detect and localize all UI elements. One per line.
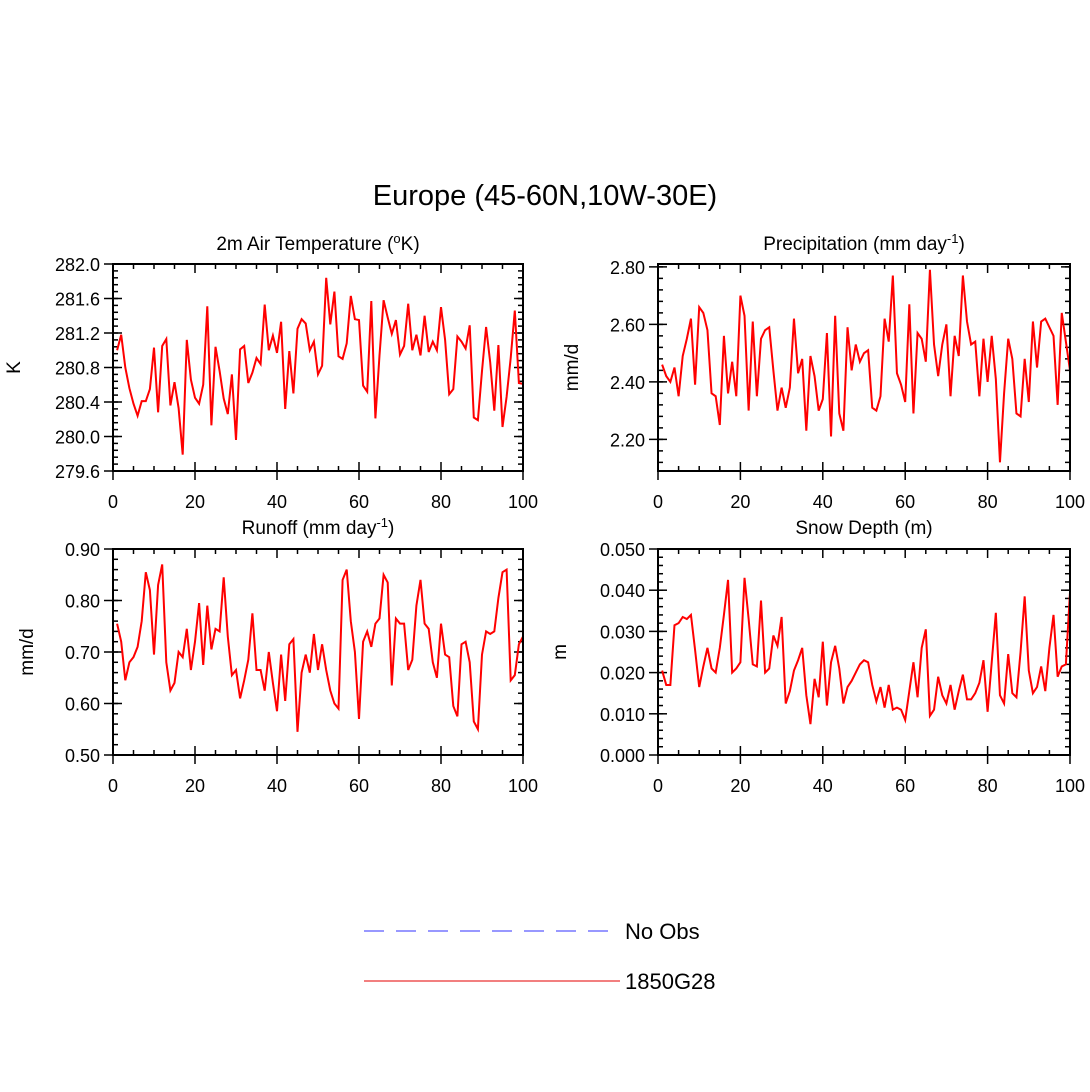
panel-air-temperature: 2m Air Temperature (oK) K 0 20 40 60 80 100 279.… bbox=[4, 231, 538, 512]
x-tick-label: 60 bbox=[895, 492, 915, 512]
x-tick-label: 0 bbox=[653, 492, 663, 512]
panels: 2m Air Temperature (oK) K 0 20 40 60 80 100 279.… bbox=[4, 231, 1085, 796]
panel-title-air-temperature: 2m Air Temperature (oK) bbox=[216, 231, 419, 255]
x-tick-label: 60 bbox=[349, 492, 369, 512]
y-tick-label: 279.6 bbox=[55, 462, 100, 482]
x-tick-label: 40 bbox=[813, 492, 833, 512]
panel-title-superscript: -1 bbox=[947, 231, 959, 246]
plot-frame-air-temperature bbox=[112, 263, 524, 472]
y-tick-label: 0.030 bbox=[600, 622, 645, 642]
y-tick-label: 2.60 bbox=[610, 315, 645, 335]
y-tick-label: 0.050 bbox=[600, 540, 645, 560]
x-tick-label: 40 bbox=[813, 776, 833, 796]
panel-title-superscript: o bbox=[393, 231, 400, 246]
y-axis-label-air-temperature: K bbox=[4, 361, 25, 374]
y-tick-label: 281.2 bbox=[55, 324, 100, 344]
y-tick-label: 281.6 bbox=[55, 290, 100, 310]
legend: No Obs 1850G28 bbox=[364, 919, 716, 994]
y-tick-label: 2.80 bbox=[610, 258, 645, 278]
x-tick-label: 100 bbox=[1055, 492, 1085, 512]
x-tick-label: 80 bbox=[431, 492, 451, 512]
x-tick-label: 60 bbox=[349, 776, 369, 796]
plot-frame-runoff bbox=[112, 548, 524, 756]
y-tick-label: 0.80 bbox=[65, 592, 100, 612]
y-tick-label: 0.000 bbox=[600, 746, 645, 766]
x-tick-label: 20 bbox=[730, 776, 750, 796]
panel-title-text: Precipitation (mm day bbox=[763, 234, 947, 255]
panel-title-tail: ) bbox=[388, 518, 394, 539]
x-tick-label: 80 bbox=[978, 492, 998, 512]
panel-title-text: Runoff (mm day bbox=[242, 518, 377, 539]
y-tick-label: 0.50 bbox=[65, 746, 100, 766]
panel-title-tail: K) bbox=[401, 234, 420, 255]
series-line-snow-depth bbox=[661, 577, 1070, 725]
x-tick-label: 80 bbox=[431, 776, 451, 796]
y-tick-label: 0.90 bbox=[65, 540, 100, 560]
y-tick-label: 0.040 bbox=[600, 581, 645, 601]
panel-title-tail: ) bbox=[958, 234, 964, 255]
x-tick-label: 20 bbox=[185, 776, 205, 796]
x-tick-label: 20 bbox=[730, 492, 750, 512]
y-tick-label: 282.0 bbox=[55, 255, 100, 275]
y-tick-label: 0.70 bbox=[65, 643, 100, 663]
legend-no-obs-label: No Obs bbox=[625, 919, 700, 944]
y-tick-label: 0.60 bbox=[65, 695, 100, 715]
x-tick-label: 0 bbox=[108, 492, 118, 512]
panel-title-text: 2m Air Temperature ( bbox=[216, 234, 394, 255]
panel-title-snow-depth: Snow Depth (m) bbox=[795, 518, 932, 539]
x-tick-label: 80 bbox=[978, 776, 998, 796]
y-axis-label-precipitation: mm/d bbox=[562, 344, 583, 392]
y-axis-label-runoff: mm/d bbox=[17, 628, 38, 676]
x-tick-label: 0 bbox=[108, 776, 118, 796]
y-tick-label: 2.40 bbox=[610, 373, 645, 393]
plot-frame-precipitation bbox=[657, 263, 1071, 472]
legend-1850g28-label: 1850G28 bbox=[625, 969, 716, 994]
panel-title-text: Snow Depth (m) bbox=[795, 518, 932, 539]
figure-title: Europe (45-60N,10W-30E) bbox=[373, 180, 717, 212]
x-tick-label: 100 bbox=[508, 492, 538, 512]
y-tick-label: 0.020 bbox=[600, 664, 645, 684]
panel-title-runoff: Runoff (mm day-1) bbox=[242, 515, 395, 539]
x-tick-label: 100 bbox=[1055, 776, 1085, 796]
panel-title-superscript: -1 bbox=[376, 515, 388, 530]
panel-snow-depth: Snow Depth (m) m 0 20 40 60 80 100 0.000 0.010 0.0… bbox=[550, 518, 1085, 796]
panel-title-precipitation: Precipitation (mm day-1) bbox=[763, 231, 965, 255]
y-tick-label: 0.010 bbox=[600, 705, 645, 725]
y-tick-label: 280.8 bbox=[55, 359, 100, 379]
y-tick-label: 280.4 bbox=[55, 393, 100, 413]
series-line-precipitation bbox=[661, 269, 1070, 463]
x-tick-label: 0 bbox=[653, 776, 663, 796]
y-tick-label: 280.0 bbox=[55, 428, 100, 448]
x-tick-label: 40 bbox=[267, 776, 287, 796]
plot-frame-snow-depth bbox=[657, 548, 1071, 756]
x-tick-label: 60 bbox=[895, 776, 915, 796]
series-line-air-temperature bbox=[116, 277, 523, 455]
x-tick-label: 40 bbox=[267, 492, 287, 512]
panel-precipitation: Precipitation (mm day-1) mm/d 0 20 40 60 80 100… bbox=[562, 231, 1085, 512]
y-axis-label-snow-depth: m bbox=[550, 644, 571, 660]
series-line-runoff bbox=[116, 564, 523, 733]
y-tick-label: 2.20 bbox=[610, 430, 645, 450]
x-tick-label: 20 bbox=[185, 492, 205, 512]
x-tick-label: 100 bbox=[508, 776, 538, 796]
panel-runoff: Runoff (mm day-1) mm/d 0 20 40 60 80 100 0.50 0.6… bbox=[17, 515, 538, 796]
